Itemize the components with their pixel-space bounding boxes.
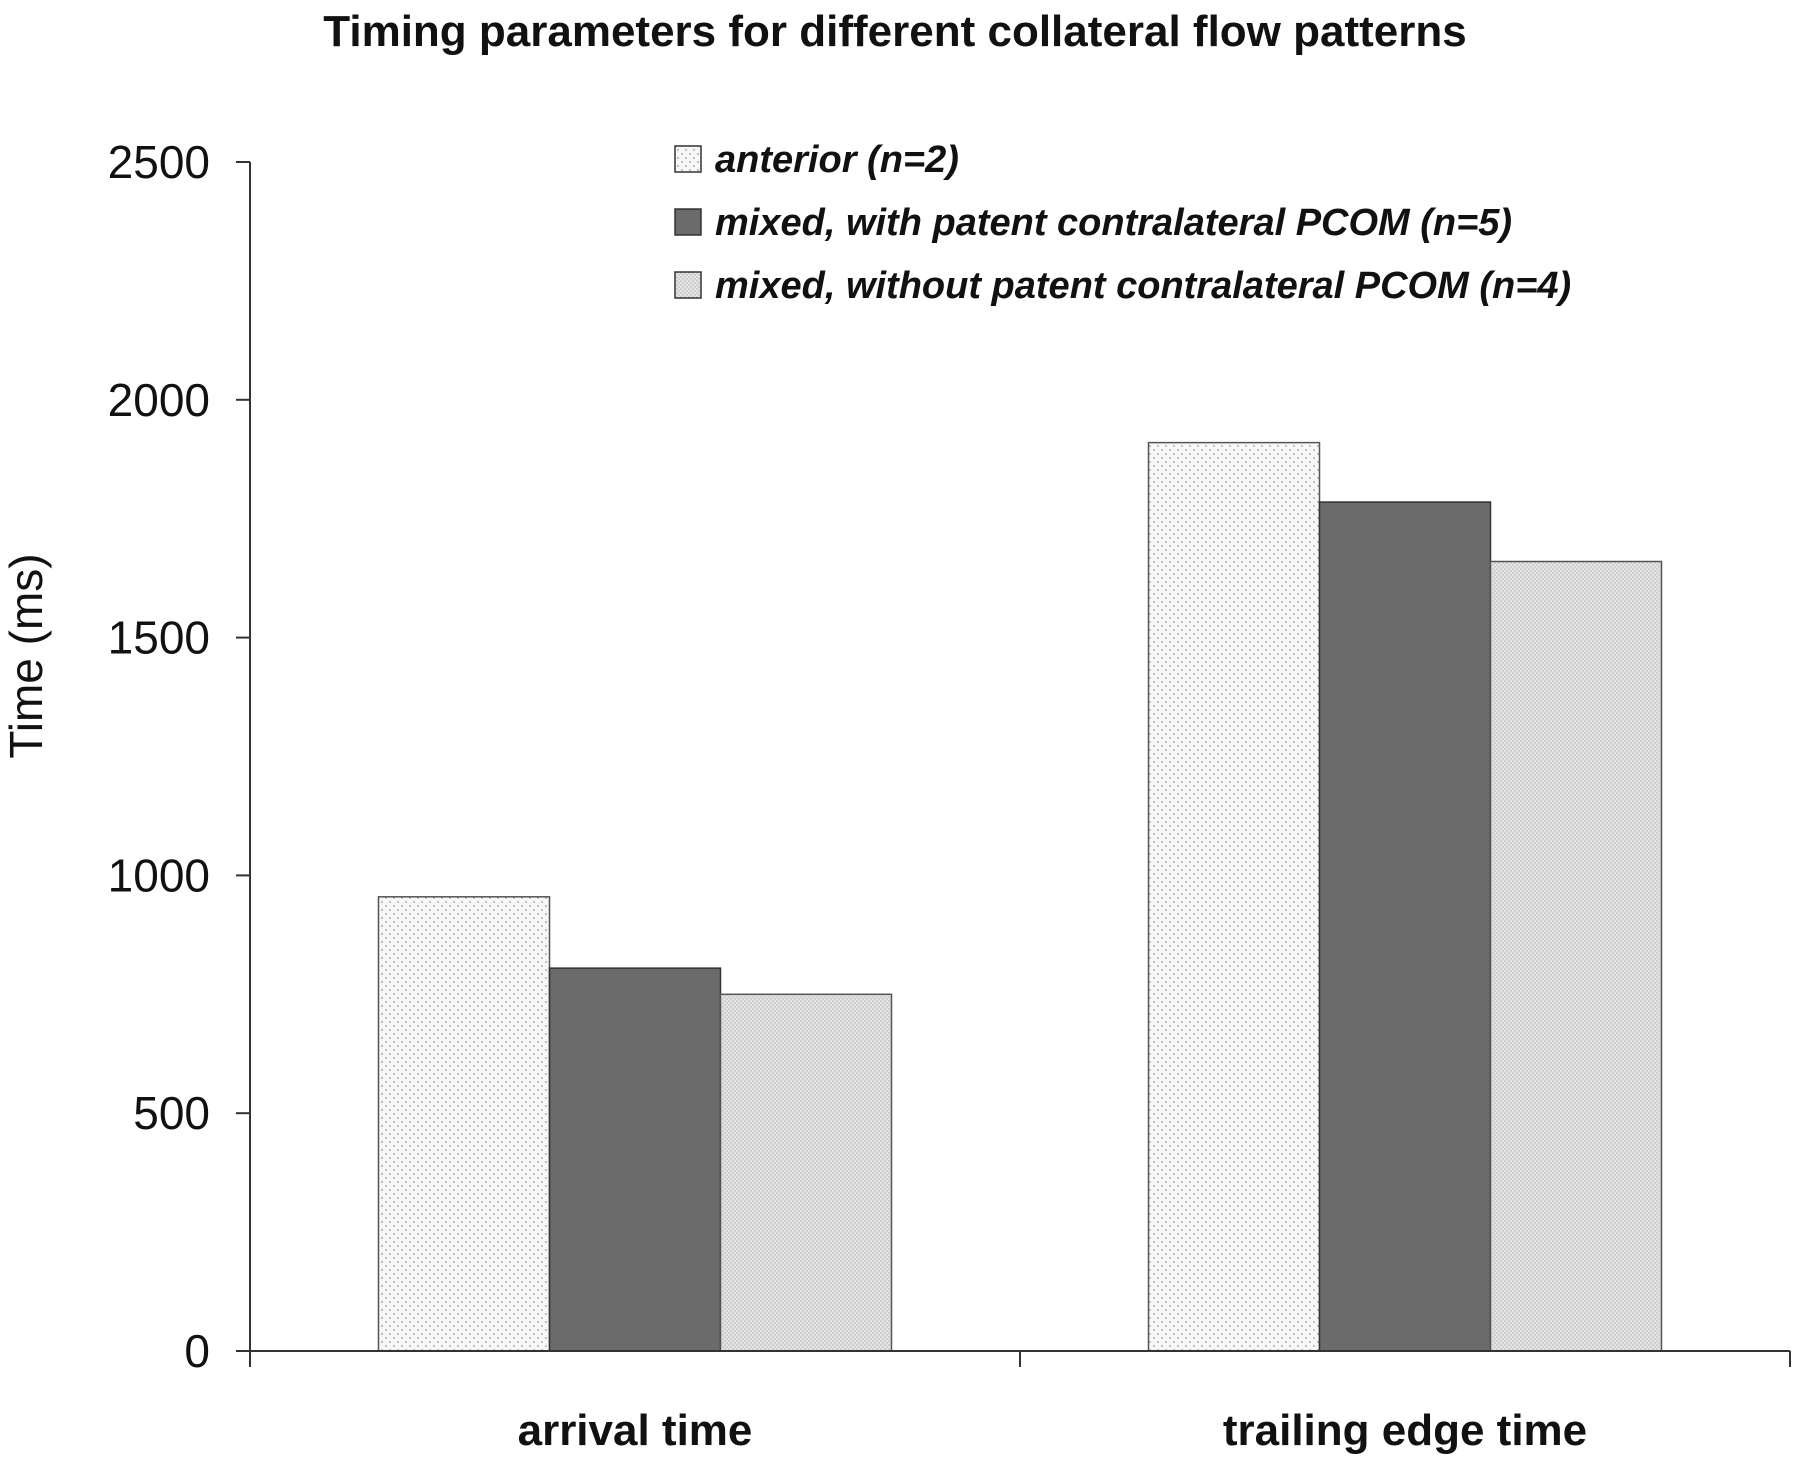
y-axis-title: Time (ms) (0, 553, 52, 758)
bar (377, 896, 551, 1352)
x-category-label: trailing edge time (1223, 1406, 1587, 1455)
y-axis-ticks: 0 500 1000 1500 2000 2500 (108, 136, 250, 1377)
y-tick-label: 1500 (108, 612, 210, 664)
legend-swatch (674, 271, 702, 299)
x-category-label: arrival time (518, 1406, 753, 1455)
legend-label: mixed, without patent contralateral PCOM… (715, 265, 1571, 307)
x-axis-ticks: arrival time trailing edge time (249, 1351, 1791, 1455)
legend-swatch (674, 208, 702, 236)
bar (1489, 560, 1663, 1352)
bar (548, 967, 722, 1352)
legend-label: mixed, with patent contralateral PCOM (n… (715, 202, 1512, 244)
y-tick-label: 500 (133, 1087, 210, 1139)
y-tick-label: 2000 (108, 374, 210, 426)
bar (1318, 501, 1492, 1352)
y-tick-label: 2500 (108, 136, 210, 188)
bar (719, 993, 893, 1352)
bar (1147, 441, 1321, 1352)
legend-swatch (674, 145, 702, 173)
legend: anterior (n=2) mixed, with patent contral… (674, 139, 1571, 307)
y-tick-label: 0 (184, 1325, 210, 1377)
legend-label: anterior (n=2) (715, 139, 959, 181)
y-tick-label: 1000 (108, 849, 210, 901)
chart-title: Timing parameters for different collater… (323, 7, 1466, 56)
bars (377, 441, 1663, 1352)
